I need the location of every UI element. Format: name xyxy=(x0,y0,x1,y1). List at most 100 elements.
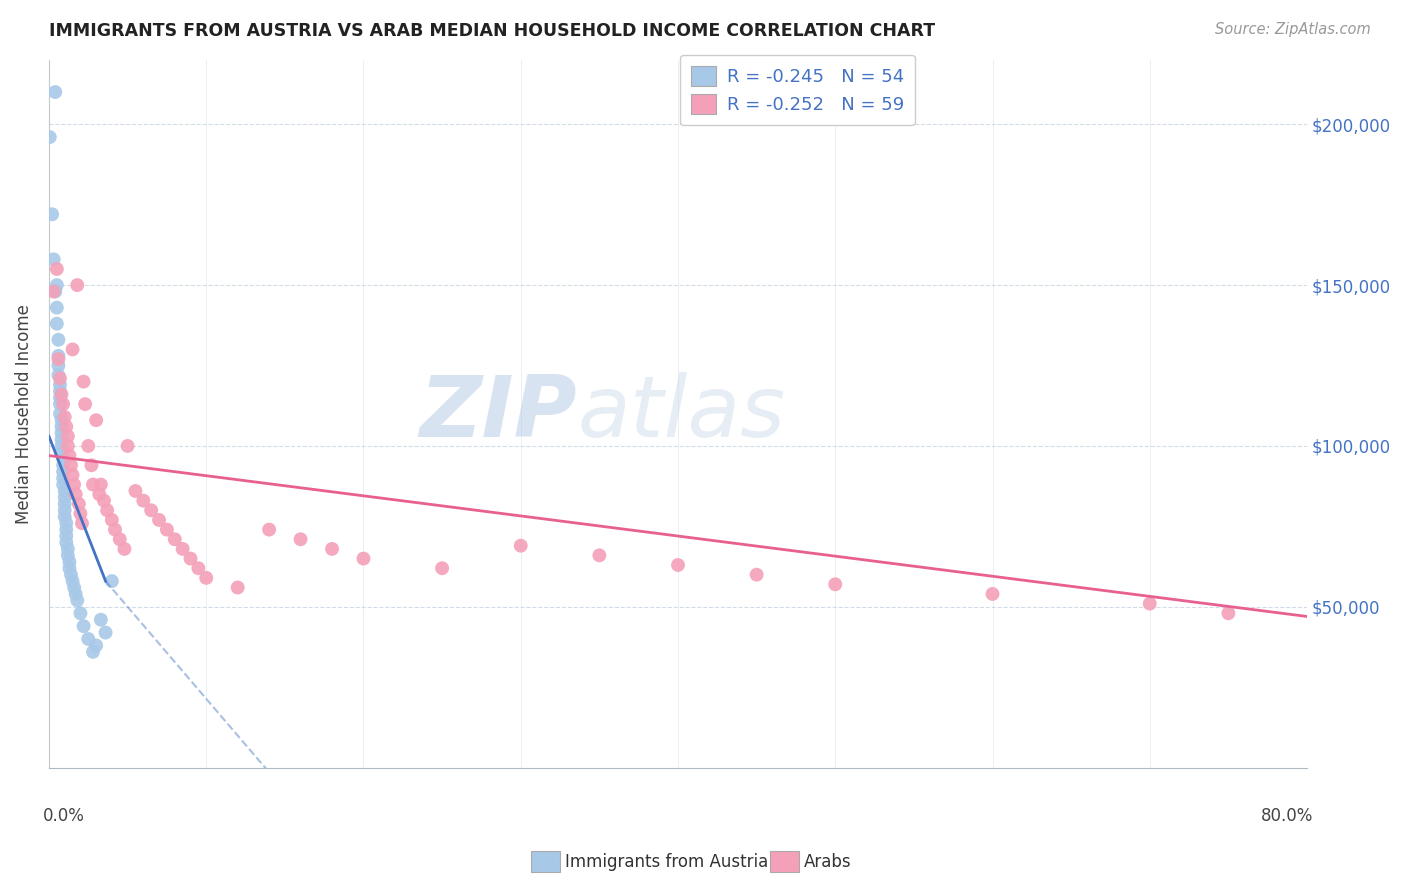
Point xyxy=(49,371,72,385)
Point xyxy=(62,467,84,482)
Point xyxy=(321,541,343,556)
Point xyxy=(124,483,146,498)
Point xyxy=(51,413,73,427)
Point xyxy=(66,593,89,607)
Point xyxy=(44,85,66,99)
Point xyxy=(80,458,103,473)
Point xyxy=(65,587,87,601)
Point xyxy=(745,567,768,582)
Point xyxy=(77,632,100,646)
Point xyxy=(52,451,75,466)
Point xyxy=(117,439,139,453)
Point xyxy=(48,333,70,347)
Point xyxy=(84,639,107,653)
Point xyxy=(62,343,84,357)
Point xyxy=(48,359,70,373)
Point xyxy=(108,533,131,547)
Point xyxy=(101,574,124,588)
Point xyxy=(63,581,86,595)
Text: 80.0%: 80.0% xyxy=(1261,806,1313,824)
Point xyxy=(104,523,127,537)
Point xyxy=(56,439,79,453)
Point xyxy=(55,516,77,531)
Point xyxy=(172,541,194,556)
Point xyxy=(56,549,79,563)
Point xyxy=(82,477,104,491)
Point xyxy=(42,285,65,299)
Point xyxy=(1218,607,1240,621)
Point xyxy=(38,130,60,145)
Y-axis label: Median Household Income: Median Household Income xyxy=(15,304,32,524)
Point xyxy=(42,252,65,267)
Point xyxy=(82,645,104,659)
Point xyxy=(226,581,249,595)
Point xyxy=(55,535,77,549)
Legend: R = -0.245   N = 54, R = -0.252   N = 59: R = -0.245 N = 54, R = -0.252 N = 59 xyxy=(681,54,915,125)
Point xyxy=(509,539,531,553)
Point xyxy=(90,613,112,627)
Point xyxy=(49,384,72,399)
Point xyxy=(77,439,100,453)
Point xyxy=(55,529,77,543)
Point xyxy=(53,483,76,498)
Point xyxy=(52,465,75,479)
Point xyxy=(56,541,79,556)
Point xyxy=(62,574,84,588)
Point xyxy=(666,558,689,572)
Text: Arabs: Arabs xyxy=(804,853,852,871)
Point xyxy=(69,607,91,621)
Point xyxy=(48,368,70,383)
Point xyxy=(49,377,72,392)
Point xyxy=(67,497,90,511)
Point xyxy=(53,491,76,505)
Point xyxy=(45,317,67,331)
Text: Immigrants from Austria: Immigrants from Austria xyxy=(565,853,769,871)
Point xyxy=(51,445,73,459)
Point xyxy=(290,533,312,547)
Point xyxy=(141,503,163,517)
Text: ZIP: ZIP xyxy=(420,372,578,455)
Point xyxy=(94,625,117,640)
Point xyxy=(353,551,375,566)
Point xyxy=(89,487,111,501)
Point xyxy=(52,471,75,485)
Point xyxy=(45,301,67,315)
Point xyxy=(58,555,80,569)
Point xyxy=(48,349,70,363)
Point xyxy=(58,449,80,463)
Point xyxy=(101,513,124,527)
Point xyxy=(55,523,77,537)
Point xyxy=(52,477,75,491)
Point xyxy=(187,561,209,575)
Point xyxy=(824,577,846,591)
Text: atlas: atlas xyxy=(578,372,786,455)
Point xyxy=(65,487,87,501)
Point xyxy=(72,375,94,389)
Point xyxy=(45,262,67,277)
Point xyxy=(84,413,107,427)
Point xyxy=(59,458,82,473)
Point xyxy=(51,433,73,447)
Text: IMMIGRANTS FROM AUSTRIA VS ARAB MEDIAN HOUSEHOLD INCOME CORRELATION CHART: IMMIGRANTS FROM AUSTRIA VS ARAB MEDIAN H… xyxy=(49,22,935,40)
Point xyxy=(49,397,72,411)
Point xyxy=(48,352,70,367)
Point xyxy=(53,509,76,524)
Point xyxy=(66,278,89,293)
Point xyxy=(45,278,67,293)
Point xyxy=(90,477,112,491)
Point xyxy=(430,561,453,575)
Point xyxy=(52,458,75,473)
Point xyxy=(49,407,72,421)
Point xyxy=(195,571,218,585)
Point xyxy=(981,587,1004,601)
Point xyxy=(156,523,179,537)
Point xyxy=(53,503,76,517)
Point xyxy=(96,503,118,517)
Point xyxy=(1139,597,1161,611)
Point xyxy=(588,549,610,563)
Point xyxy=(132,493,155,508)
Point xyxy=(93,493,115,508)
Point xyxy=(51,387,73,401)
Point xyxy=(58,561,80,575)
Point xyxy=(56,429,79,443)
